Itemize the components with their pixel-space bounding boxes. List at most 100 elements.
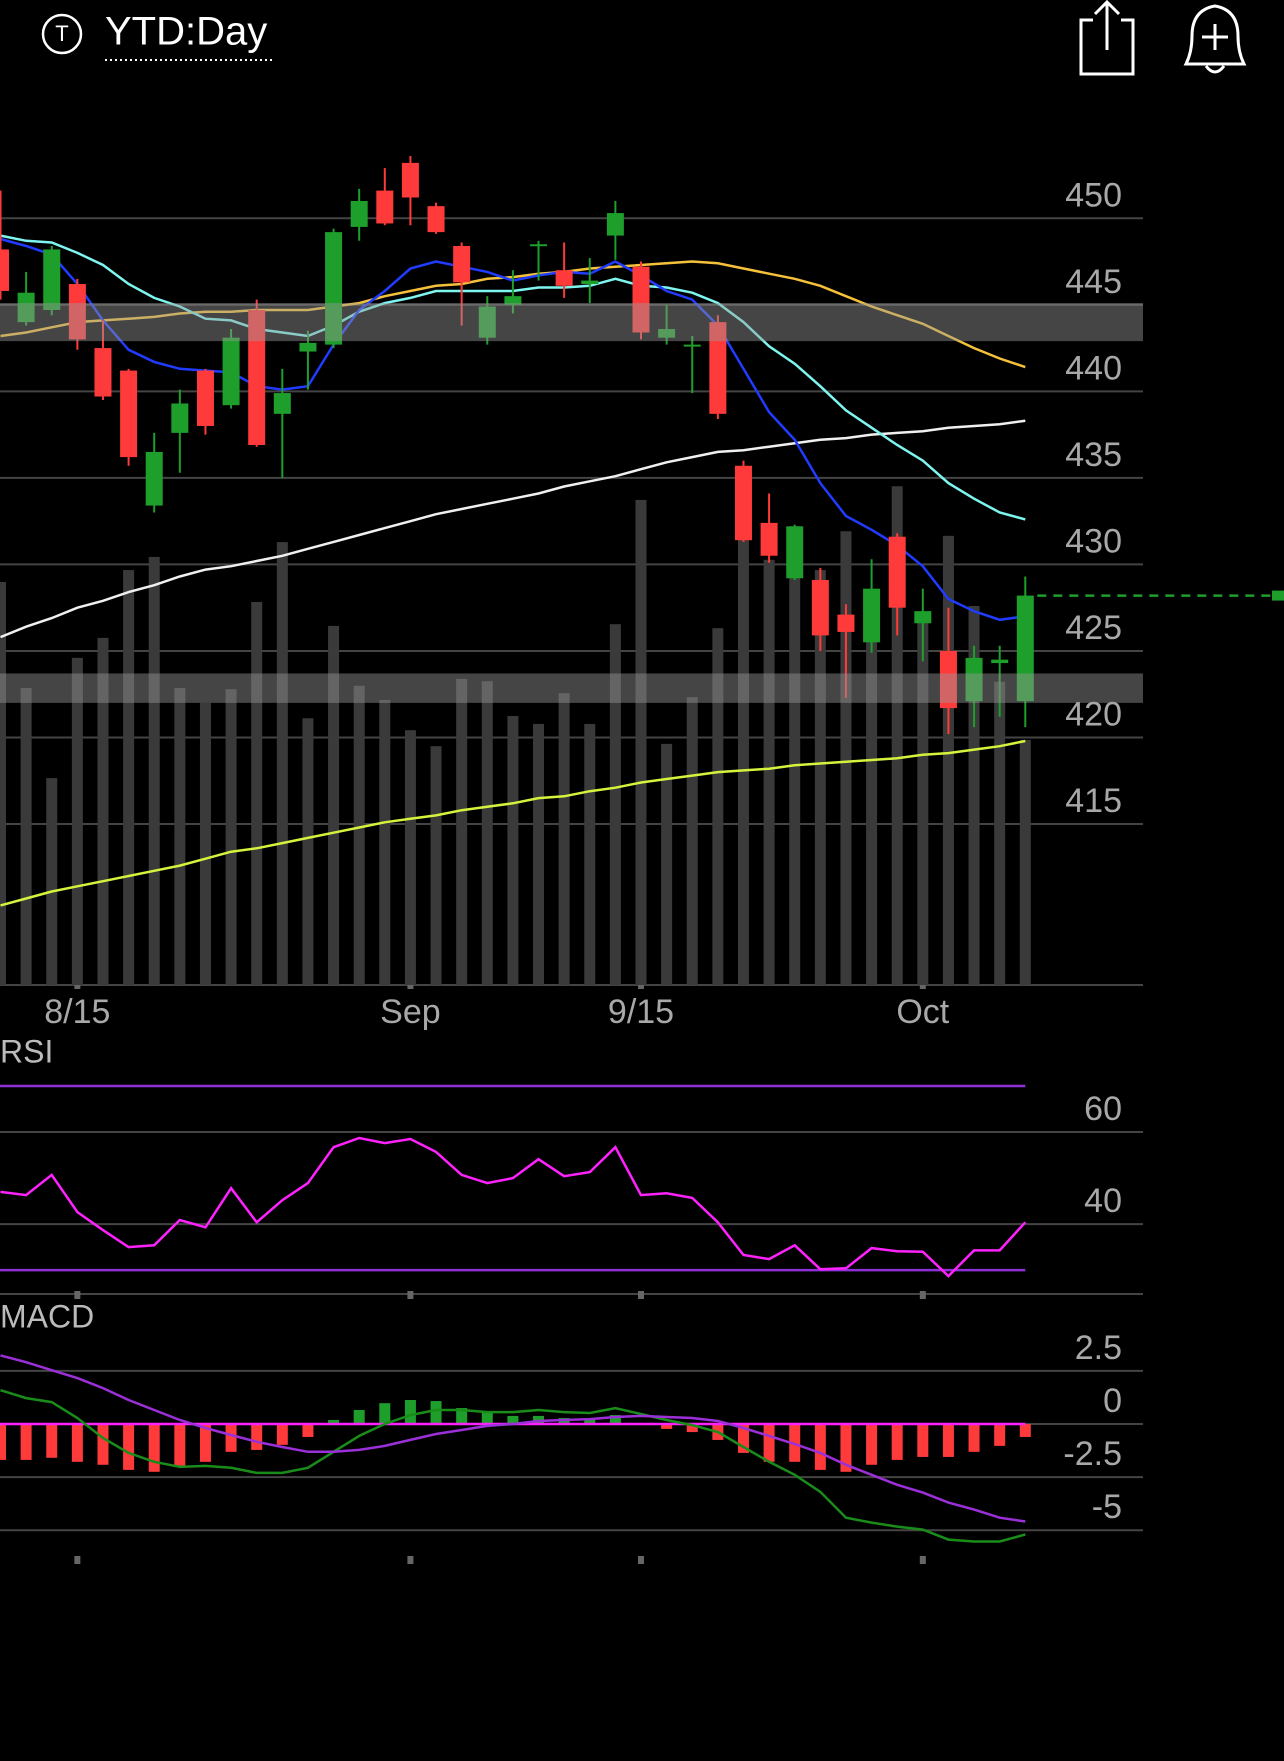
- volume-bar: [891, 486, 903, 985]
- candle-body: [734, 465, 752, 541]
- macd-line: [0, 1389, 1026, 1543]
- candle-body: [709, 322, 727, 414]
- macd-histogram-bar: [276, 1424, 288, 1445]
- macd-histogram-bar: [968, 1424, 980, 1452]
- candle-body: [222, 337, 240, 406]
- macd-histogram-bar: [840, 1424, 852, 1472]
- macd-line: [0, 1354, 1026, 1523]
- volume-bar: [737, 539, 749, 985]
- macd-histogram-bar: [763, 1424, 775, 1462]
- bell-clapper: [1204, 65, 1226, 74]
- candle-body: [299, 342, 317, 352]
- volume-bar: [404, 730, 416, 985]
- volume-bar: [533, 723, 545, 985]
- candle-body: [760, 522, 778, 556]
- candle-body: [1016, 595, 1034, 702]
- candle-body: [248, 310, 266, 445]
- volume-bar: [994, 681, 1006, 985]
- volume-bar: [942, 535, 954, 985]
- bell-plus: [1202, 24, 1228, 50]
- candle-body: [991, 659, 1009, 664]
- macd-histogram-bar: [456, 1408, 468, 1424]
- macd-histogram-bar: [379, 1403, 391, 1424]
- x-tick-label: Oct: [896, 993, 949, 1031]
- y-tick-label: 440: [1065, 349, 1122, 387]
- volume-bar: [1019, 739, 1031, 985]
- volume-bar: [20, 688, 32, 985]
- macd-histogram-bar: [353, 1409, 365, 1424]
- rsi-line: [0, 1136, 1027, 1278]
- y-tick-label: 445: [1065, 263, 1122, 301]
- y-tick-label: 40: [1084, 1182, 1122, 1220]
- candle-body: [453, 245, 471, 283]
- macd-histogram-bar: [481, 1412, 493, 1424]
- candle-body: [43, 249, 61, 310]
- y-tick-label: 430: [1065, 522, 1122, 560]
- candle-body: [17, 292, 35, 323]
- volume-bar: [430, 746, 442, 985]
- alert-button[interactable]: [1183, 4, 1247, 74]
- volume-bar: [814, 570, 826, 985]
- y-tick-label: 415: [1065, 782, 1122, 820]
- candle-body: [863, 588, 881, 643]
- candle-body: [273, 393, 291, 414]
- volume-bar: [635, 499, 647, 985]
- volume-bar: [251, 601, 263, 985]
- volume-bar: [123, 570, 135, 985]
- macd-histogram-bar: [430, 1401, 442, 1424]
- macd-histogram-bar: [174, 1424, 186, 1466]
- macd-histogram-bar: [199, 1424, 211, 1462]
- candle-body: [504, 296, 522, 305]
- candle-body: [530, 244, 548, 247]
- y-tick-label: 420: [1065, 695, 1122, 733]
- macd-histogram-bar: [507, 1415, 519, 1424]
- macd-histogram-bar: [71, 1424, 83, 1462]
- volume-bar: [174, 688, 186, 985]
- candle-body: [478, 306, 496, 338]
- share-button[interactable]: [1079, 0, 1135, 76]
- candle-body: [888, 536, 906, 608]
- y-tick-label: 435: [1065, 436, 1122, 474]
- volume-bar: [968, 605, 980, 985]
- volume-bar: [661, 743, 673, 985]
- y-tick-label: 450: [1065, 176, 1122, 214]
- volume-bar: [353, 685, 365, 985]
- macd-histogram-bar: [917, 1424, 929, 1457]
- volume-bar: [71, 657, 83, 985]
- candle-body: [120, 370, 138, 458]
- candle-body: [914, 611, 932, 624]
- price-zone: [0, 303, 1143, 342]
- volume-bar: [328, 625, 340, 985]
- candle-body: [555, 270, 573, 286]
- moving-average: [0, 419, 1026, 639]
- ticker-icon: [41, 13, 83, 55]
- macd-histogram-bar: [814, 1424, 826, 1470]
- candle-body: [94, 348, 112, 397]
- y-tick-label: 60: [1084, 1090, 1122, 1128]
- volume-bar: [840, 531, 852, 985]
- moving-average: [0, 739, 1026, 907]
- volume-bar: [686, 697, 698, 985]
- candle-body: [939, 650, 957, 709]
- candle-body: [581, 280, 599, 285]
- candle-body: [325, 232, 343, 345]
- candle-body: [376, 190, 394, 224]
- bell-icon: [1183, 4, 1247, 66]
- candle-body: [401, 162, 419, 198]
- volume-bar: [456, 678, 468, 985]
- candle-body: [427, 206, 445, 233]
- volume-bar: [302, 718, 314, 985]
- candle-body: [786, 526, 804, 579]
- volume-bar: [712, 628, 724, 985]
- volume-bar: [481, 681, 493, 985]
- volume-bar: [584, 723, 596, 985]
- volume-bar: [917, 620, 929, 985]
- timeframe-button[interactable]: T YTD:Day: [41, 10, 274, 61]
- volume-bar: [97, 637, 109, 985]
- share-icon-box: [1079, 18, 1135, 76]
- candle-body: [683, 344, 701, 347]
- share-icon-arrow: [1093, 0, 1121, 50]
- x-tick-label: Sep: [380, 993, 441, 1031]
